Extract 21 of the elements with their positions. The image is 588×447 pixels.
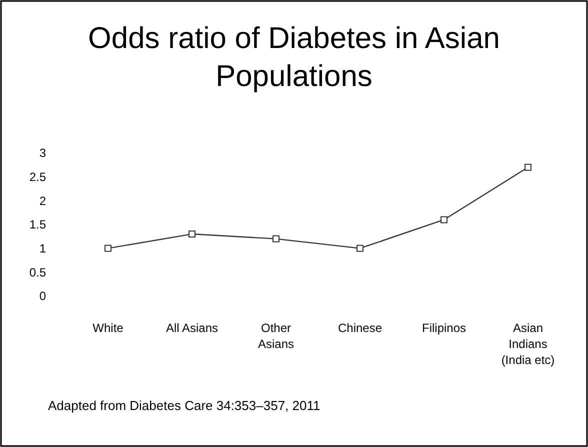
x-tick-label: White [92,321,124,335]
point [188,230,196,238]
x-tick-label: Filipinos [422,321,466,335]
y-tick-label: 1.5 [29,218,46,232]
point [356,244,364,252]
y-tick-label: 0.5 [29,265,46,280]
point [440,216,448,224]
text: Adapted from Diabetes Care 34:353–357, 2011 [48,398,320,413]
x-tick-label: All Asians [166,321,218,335]
y-tick-label: 2 [39,194,46,208]
y-tick-label: 0 [39,289,46,304]
y-tick-label: 1 [39,242,46,256]
point [104,244,112,252]
x-tick-label: Asian Indians (India etc) [501,321,555,367]
y-tick-label: 3 [39,146,46,160]
y-tick-label: 2.5 [29,170,46,184]
point [524,164,532,171]
x-tick-label: Chinese [338,321,382,335]
point [272,235,280,242]
chart-title: Odds ratio of Diabetes in Asian Populations [88,22,500,93]
x-tick-label: Other Asians [258,321,294,351]
